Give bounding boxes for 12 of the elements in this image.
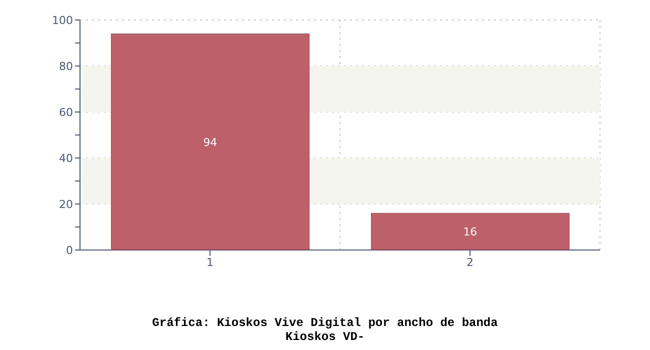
y-tick-label: 80	[59, 60, 73, 73]
x-tick-label: 1	[206, 256, 214, 269]
text: Kioskos VD-	[284, 330, 366, 344]
y-tick-label: 100	[52, 14, 73, 27]
y-tick-label: 0	[66, 244, 73, 257]
y-tick-label: 60	[59, 106, 73, 119]
y-tick-label: 20	[59, 198, 73, 211]
text: Gráfica: Kioskos Vive Digital por ancho de banda	[151, 316, 499, 330]
data-label: 94	[203, 136, 218, 149]
data-label: 16	[463, 226, 478, 239]
x-tick-label: 2	[466, 256, 474, 269]
y-tick-label: 40	[59, 152, 73, 165]
